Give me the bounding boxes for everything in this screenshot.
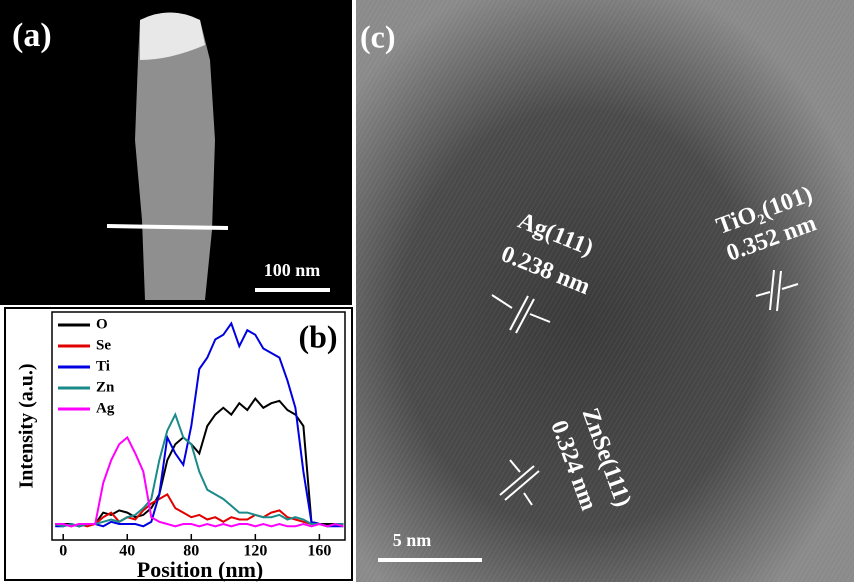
panel-label: (c) [360, 18, 396, 54]
legend-label: Zn [96, 379, 115, 395]
panel-label: (b) [298, 318, 337, 354]
legend-label: Ag [96, 400, 115, 416]
legend-label: Ti [96, 358, 110, 374]
x-tick-label: 120 [243, 543, 267, 560]
x-tick-label: 0 [59, 543, 67, 560]
scan-line [107, 226, 228, 228]
y-axis-label: Intensity (a.u.) [16, 363, 38, 488]
page: {"panel_a": {"label": "(a)", "scale_bar"… [0, 0, 854, 582]
legend-label: O [96, 316, 108, 332]
x-tick-label: 80 [183, 543, 199, 560]
x-axis-label: Position (nm) [137, 557, 264, 582]
figure: (a) 100 nm (b) Position (nm) Intensity (… [0, 0, 854, 582]
legend-label: Se [96, 337, 111, 353]
scale-label: 5 nm [393, 530, 432, 550]
panel-label: (a) [12, 17, 52, 54]
x-tick-label: 40 [119, 543, 135, 560]
scale-label: 100 nm [264, 260, 321, 280]
x-tick-label: 160 [307, 543, 331, 560]
